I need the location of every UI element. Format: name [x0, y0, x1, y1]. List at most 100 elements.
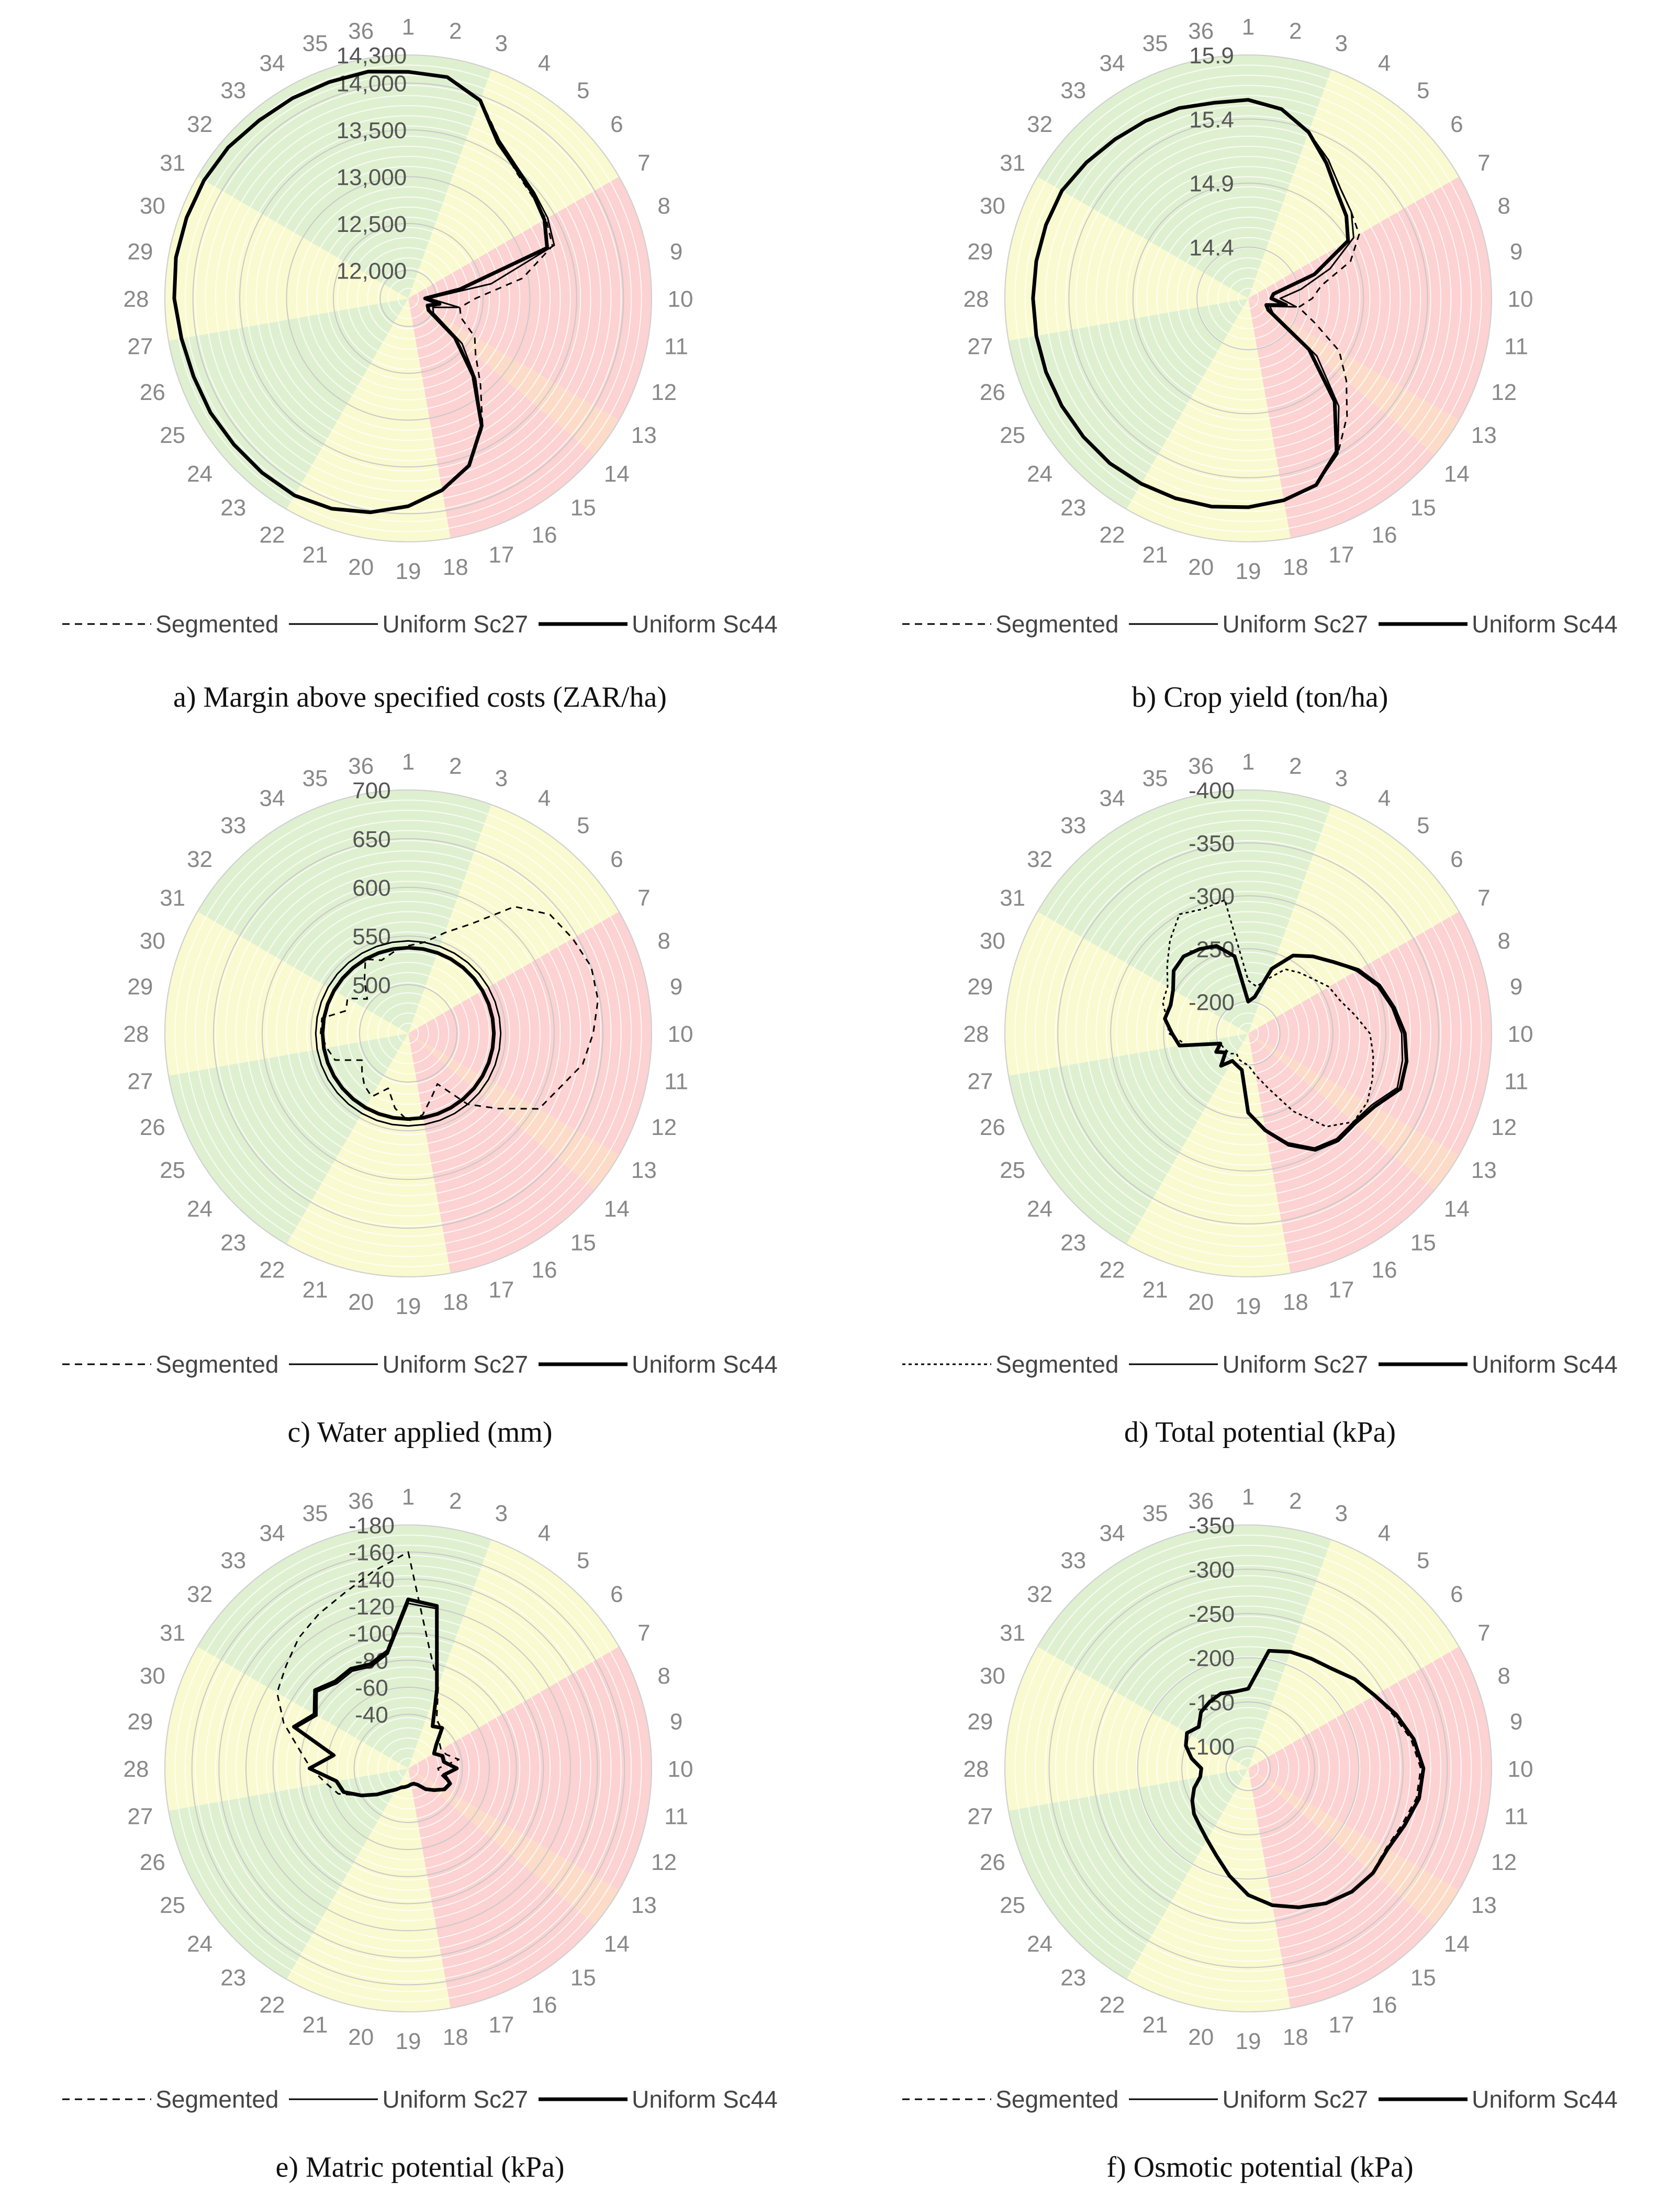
- spoke-label: 5: [1417, 813, 1429, 839]
- spoke-label: 3: [1335, 1500, 1348, 1526]
- caption-b: b) Crop yield (ton/ha): [1132, 681, 1388, 714]
- spoke-label: 33: [1060, 1548, 1086, 1574]
- sector-wedge: [408, 298, 619, 455]
- legend-line-uniform-sc27-icon: [1129, 623, 1218, 625]
- grid-ring: [255, 146, 561, 451]
- grid-ring: [215, 105, 602, 492]
- grid-ring: [1035, 1555, 1462, 1982]
- sector-wedge: [252, 1768, 408, 1979]
- spoke-label: 4: [1378, 786, 1391, 811]
- legend-item-segmented: Segmented: [62, 2085, 278, 2113]
- sector-wedge: [1126, 298, 1248, 527]
- tick-ring: [310, 936, 506, 1131]
- outer-ring: [1004, 789, 1492, 1277]
- grid-ring: [1045, 830, 1452, 1237]
- panel-b: 1 2 3 4 5 6 7 8 9 10 11 12 13 14 15 16 17 18 19 20 21 22 23 24 2…: [840, 0, 1680, 735]
- grid-ring: [1055, 840, 1442, 1227]
- legend-line-segmented-icon: [902, 2098, 992, 2100]
- grid-ring: [1024, 74, 1472, 522]
- sector-wedge: [1020, 911, 1248, 1033]
- spoke-label: 4: [538, 1521, 551, 1546]
- grid-ring: [205, 830, 612, 1237]
- sector-wedge: [1248, 59, 1332, 298]
- spoke-label: 16: [532, 522, 557, 548]
- grid-ring: [367, 992, 450, 1075]
- spoke-label: 22: [260, 1992, 285, 2018]
- sector-wedge: [408, 877, 619, 1033]
- spoke-label: 10: [1508, 1021, 1533, 1047]
- grid-ring: [357, 1717, 460, 1820]
- sector-wedge: [252, 87, 408, 298]
- grid-ring: [286, 1646, 531, 1891]
- sector-wedge: [408, 142, 619, 298]
- grid-ring: [1085, 136, 1411, 461]
- spoke-label: 18: [1283, 2024, 1308, 2050]
- tick-ring: [272, 1632, 544, 1905]
- grid-ring: [296, 921, 521, 1146]
- spoke-label: 6: [1450, 847, 1463, 872]
- sector-wedge: [1126, 1768, 1248, 1997]
- tick-label: 14,300: [337, 43, 407, 69]
- radar-chart-e: 1 2 34567891011121314151617181920212223242…: [124, 1484, 693, 2054]
- spoke-label: 20: [1188, 1289, 1214, 1315]
- grid-ring: [306, 931, 510, 1135]
- sector-wedge: [408, 1529, 492, 1768]
- tick-ring: [218, 1578, 598, 1958]
- spoke-label: 18: [443, 2024, 468, 2050]
- tick-ring: [1196, 247, 1300, 350]
- legend-label-uniform-sc44: Uniform Sc44: [632, 2086, 778, 2113]
- grid-ring: [306, 196, 510, 400]
- grid-ring: [276, 901, 541, 1166]
- spoke-label: 20: [1188, 2024, 1214, 2050]
- spoke-label: 2: [1289, 18, 1302, 44]
- legend-label-segmented: Segmented: [155, 2086, 279, 2113]
- grid-ring: [367, 257, 450, 340]
- spoke-labels: 1 2 34567891011121314151617181920212223242…: [124, 1484, 693, 2054]
- grid-ring: [377, 267, 440, 330]
- legend-line-uniform-sc27-icon: [289, 623, 378, 625]
- spoke-label: 11: [1504, 1068, 1528, 1094]
- grid-ring: [1045, 1565, 1452, 1972]
- series-line-uniform-sc44: [1184, 1649, 1426, 1909]
- spoke-label: 28: [124, 1756, 149, 1782]
- grid-ring: [337, 962, 480, 1105]
- spoke-label: 17: [488, 1277, 514, 1303]
- spoke-label: 18: [443, 554, 468, 580]
- series-line-segmented: [1162, 899, 1374, 1128]
- grid-ring: [1207, 992, 1290, 1075]
- tick-label: -200: [1189, 989, 1235, 1015]
- sector-wedge: [1248, 298, 1477, 420]
- spoke-label: 7: [637, 150, 650, 176]
- legend-item-uniform-sc27: Uniform Sc27: [289, 2085, 528, 2113]
- tick-label: -180: [349, 1513, 395, 1539]
- legend-item-segmented: Segmented: [902, 1350, 1118, 1378]
- spoke-label: 30: [980, 928, 1005, 954]
- spoke-label: 26: [140, 1115, 165, 1140]
- spoke-label: 8: [657, 928, 670, 954]
- spoke-label: 21: [1143, 1277, 1168, 1303]
- sector-wedge: [1037, 877, 1248, 1033]
- spoke-label: 7: [1477, 150, 1490, 176]
- grid-ring: [1024, 1544, 1472, 1992]
- spoke-label: 32: [187, 1582, 212, 1607]
- grid-ring: [265, 155, 551, 441]
- sector-wedge: [324, 794, 408, 1033]
- grid-ring: [296, 186, 521, 411]
- sector-wedge: [1092, 1768, 1248, 1979]
- sector-wedge: [1126, 1540, 1248, 1768]
- spoke-label: 27: [967, 1068, 993, 1094]
- spoke-label: 34: [1100, 1521, 1125, 1546]
- grid-ring: [1075, 860, 1421, 1207]
- grid-ring: [184, 1544, 632, 1992]
- sector-wedge: [1092, 1557, 1248, 1768]
- sector-wedge: [169, 298, 408, 382]
- spoke-label: 2: [1289, 753, 1302, 779]
- legend-item-uniform-sc44: Uniform Sc44: [1379, 1350, 1618, 1378]
- spoke-label: 31: [160, 885, 185, 911]
- grid-ring: [255, 1616, 561, 1921]
- gridlines: [164, 789, 652, 1277]
- spoke-label: 30: [140, 193, 165, 219]
- sector-wedge: [1009, 1768, 1248, 1852]
- tick-ring: [1110, 895, 1386, 1172]
